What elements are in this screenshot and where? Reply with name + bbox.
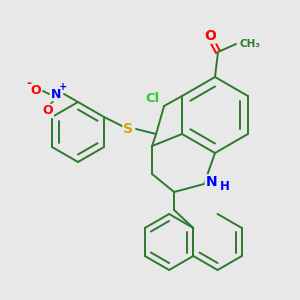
Text: S: S	[123, 122, 133, 136]
Text: H: H	[220, 181, 230, 194]
Text: N: N	[51, 88, 61, 100]
Text: O: O	[204, 29, 216, 43]
Text: O: O	[31, 85, 41, 98]
Text: CH₃: CH₃	[239, 39, 260, 49]
Text: Cl: Cl	[145, 92, 159, 104]
Text: -: -	[26, 77, 32, 91]
Text: +: +	[59, 82, 67, 92]
Text: N: N	[205, 175, 217, 189]
Text: O: O	[43, 104, 53, 118]
